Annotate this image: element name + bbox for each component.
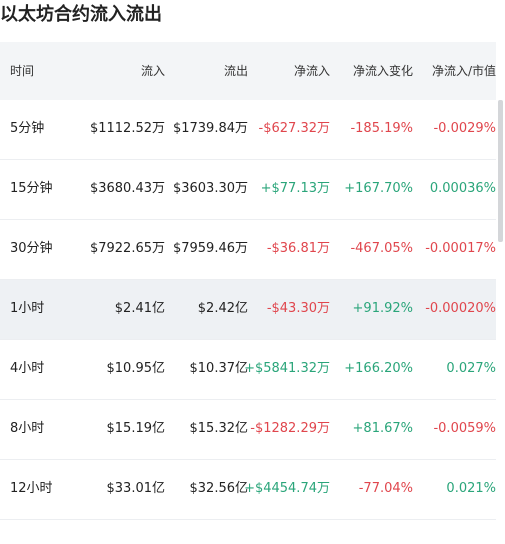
table-cell: +166.20%	[344, 361, 413, 376]
table-cell: +167.70%	[344, 181, 413, 196]
table-row[interactable]: 8小时 $15.19亿 $15.32亿 -$1282.29万 +81.67% -0.005…	[0, 400, 496, 460]
table-cell: $1112.52万	[89, 121, 165, 136]
table-cell: -185.19%	[350, 121, 413, 136]
table-cell: $3680.43万	[89, 181, 165, 196]
table-cell: -0.0029%	[433, 121, 496, 136]
table-cell: -$36.81万	[266, 241, 330, 256]
table-cell: $10.95亿	[106, 361, 166, 376]
table-row[interactable]: 5分钟 $1112.52万 $1739.84万 -$627.32万 -185.19% -0…	[0, 100, 496, 160]
header-cell[interactable]: 流入	[140, 64, 165, 78]
table-cell: 0.027%	[446, 361, 496, 376]
header-cell[interactable]: 时间	[10, 64, 35, 78]
table-cell: $33.01亿	[106, 481, 166, 496]
table-cell: $2.41亿	[114, 301, 165, 316]
table-cell: -0.00017%	[425, 241, 496, 256]
table-cell: 8小时	[10, 421, 45, 436]
table-row[interactable]: 1小时 $2.41亿 $2.42亿 -$43.30万 +91.92% -0.00020%	[0, 280, 496, 340]
scrollbar[interactable]	[498, 100, 503, 242]
table-cell: $2.42亿	[197, 301, 248, 316]
table-cell: +$5841.32万	[244, 361, 330, 376]
table-cell: $1739.84万	[172, 121, 248, 136]
table-cell: -467.05%	[350, 241, 413, 256]
header-cell[interactable]: 流出	[223, 64, 248, 78]
table-cell: $7922.65万	[89, 241, 165, 256]
flow-table: 时间 流入 流出 净流入 净流入变化 净流入/市值 5分钟 $1112.52万 $1739.84…	[0, 42, 496, 520]
table-row[interactable]: 30分钟 $7922.65万 $7959.46万 -$36.81万 -467.05% -0…	[0, 220, 496, 280]
table-cell: $3603.30万	[172, 181, 248, 196]
table-cell: -$1282.29万	[250, 421, 330, 436]
header-cell[interactable]: 净流入/市值	[431, 64, 496, 78]
table-cell: 4小时	[10, 361, 45, 376]
table-cell: $10.37亿	[189, 361, 249, 376]
table-cell: 5分钟	[10, 121, 45, 136]
table-cell: -0.0059%	[433, 421, 496, 436]
table-cell: +91.92%	[352, 301, 413, 316]
table-cell: 1小时	[10, 301, 45, 316]
table-cell: -$627.32万	[258, 121, 330, 136]
header-cell[interactable]: 净流入	[293, 64, 330, 78]
table-cell: $15.32亿	[189, 421, 249, 436]
table-cell: 0.00036%	[429, 181, 496, 196]
table-cell: 0.021%	[446, 481, 496, 496]
table-cell: $32.56亿	[189, 481, 249, 496]
table-cell: -77.04%	[358, 481, 413, 496]
table-cell: $7959.46万	[172, 241, 248, 256]
table-cell: +81.67%	[352, 421, 413, 436]
page-title: 以太坊合约流入流出	[0, 4, 162, 25]
table-cell: +$4454.74万	[244, 481, 330, 496]
table-cell: 30分钟	[10, 241, 53, 256]
table-row[interactable]: 4小时 $10.95亿 $10.37亿 +$5841.32万 +166.20% 0.027…	[0, 340, 496, 400]
table-cell: 15分钟	[10, 181, 53, 196]
table-row[interactable]: 15分钟 $3680.43万 $3603.30万 +$77.13万 +167.70% 0.…	[0, 160, 496, 220]
table-cell: -0.00020%	[425, 301, 496, 316]
table-cell: $15.19亿	[106, 421, 166, 436]
table-cell: 12小时	[10, 481, 53, 496]
table-cell: +$77.13万	[260, 181, 330, 196]
header-cell[interactable]: 净流入变化	[352, 64, 413, 78]
table-cell: -$43.30万	[266, 301, 330, 316]
header-row: 时间 流入 流出 净流入 净流入变化 净流入/市值	[0, 42, 496, 100]
table-row[interactable]: 12小时 $33.01亿 $32.56亿 +$4454.74万 -77.04% 0.021…	[0, 460, 496, 520]
